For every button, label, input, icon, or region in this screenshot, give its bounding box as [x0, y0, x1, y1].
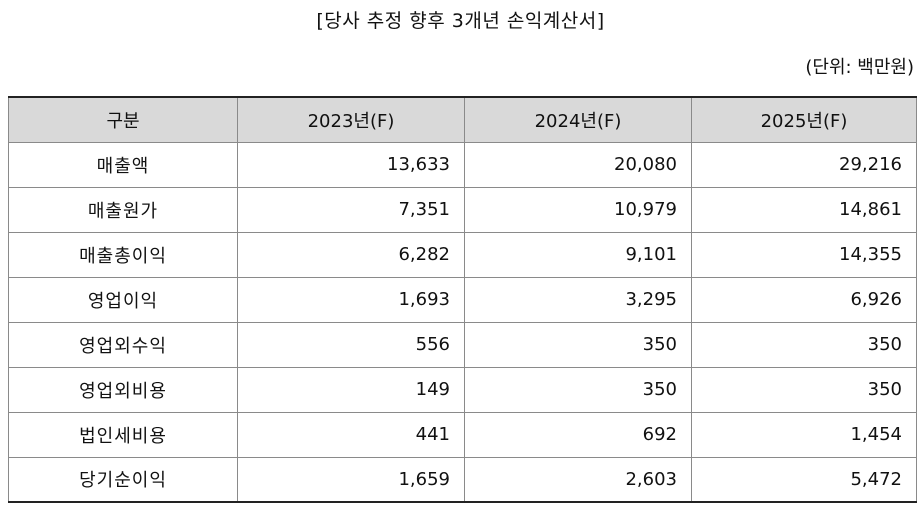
table-row: 영업외수익 556 350 350	[8, 321, 917, 368]
cell-2024: 10,979	[464, 186, 692, 233]
table-row: 당기순이익 1,659 2,603 5,472	[8, 456, 917, 503]
cell-2025: 350	[691, 321, 917, 368]
header-row: 구분 2023년(F) 2024년(F) 2025년(F)	[8, 96, 917, 143]
cell-2024: 9,101	[464, 231, 692, 278]
cell-2025: 350	[691, 366, 917, 413]
cell-2023: 556	[237, 321, 465, 368]
cell-2024: 350	[464, 321, 692, 368]
row-label: 매출원가	[8, 186, 238, 233]
table-row: 매출총이익 6,282 9,101 14,355	[8, 231, 917, 278]
cell-2025: 1,454	[691, 411, 917, 458]
cell-2023: 1,659	[237, 456, 465, 503]
cell-2023: 6,282	[237, 231, 465, 278]
row-label: 매출액	[8, 141, 238, 188]
unit-note: (단위: 백만원)	[805, 57, 914, 78]
row-label: 영업외수익	[8, 321, 238, 368]
cell-2024: 3,295	[464, 276, 692, 323]
cell-2024: 350	[464, 366, 692, 413]
cell-2025: 14,861	[691, 186, 917, 233]
income-statement-table: 구분 2023년(F) 2024년(F) 2025년(F) 매출액 13,633…	[8, 96, 917, 503]
cell-2023: 1,693	[237, 276, 465, 323]
cell-2023: 7,351	[237, 186, 465, 233]
cell-2024: 692	[464, 411, 692, 458]
row-label: 매출총이익	[8, 231, 238, 278]
table-row: 영업외비용 149 350 350	[8, 366, 917, 413]
row-label: 법인세비용	[8, 411, 238, 458]
row-label: 영업외비용	[8, 366, 238, 413]
row-label: 영업이익	[8, 276, 238, 323]
table-row: 매출원가 7,351 10,979 14,861	[8, 186, 917, 233]
header-2024: 2024년(F)	[464, 96, 692, 143]
document-title: [당사 추정 향후 3개년 손익계산서]	[316, 10, 605, 32]
cell-2023: 13,633	[237, 141, 465, 188]
table-row: 매출액 13,633 20,080 29,216	[8, 141, 917, 188]
header-2025: 2025년(F)	[691, 96, 917, 143]
header-category: 구분	[8, 96, 238, 143]
table-row: 영업이익 1,693 3,295 6,926	[8, 276, 917, 323]
cell-2024: 2,603	[464, 456, 692, 503]
cell-2025: 14,355	[691, 231, 917, 278]
cell-2023: 149	[237, 366, 465, 413]
header-2023: 2023년(F)	[237, 96, 465, 143]
cell-2025: 29,216	[691, 141, 917, 188]
cell-2023: 441	[237, 411, 465, 458]
table-row: 법인세비용 441 692 1,454	[8, 411, 917, 458]
cell-2024: 20,080	[464, 141, 692, 188]
cell-2025: 6,926	[691, 276, 917, 323]
row-label: 당기순이익	[8, 456, 238, 503]
cell-2025: 5,472	[691, 456, 917, 503]
